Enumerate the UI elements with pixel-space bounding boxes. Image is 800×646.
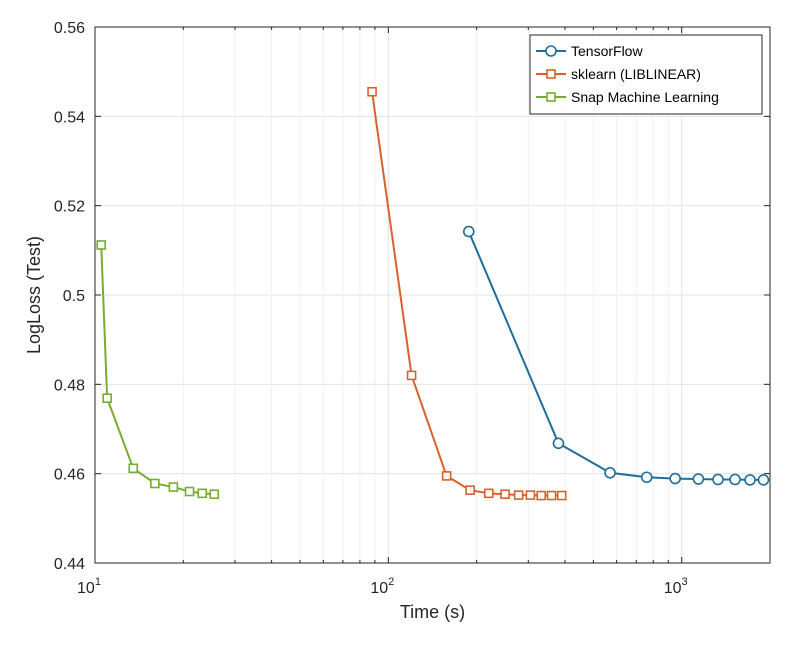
data-point (441, 471, 452, 481)
legend-label: TensorFlow (571, 43, 643, 59)
data-point (640, 471, 653, 484)
data-point (483, 488, 494, 499)
x-tick-label-base: 10 (370, 580, 388, 597)
legend-item: TensorFlow (536, 43, 643, 59)
series-0 (462, 225, 770, 486)
series-line (467, 231, 764, 481)
data-point (128, 463, 139, 474)
y-axis-label: LogLoss (Test) (24, 236, 44, 354)
data-point (712, 473, 724, 486)
x-tick-label-base: 10 (77, 580, 95, 597)
y-tick-label: 0.48 (54, 377, 85, 394)
data-point (102, 393, 112, 403)
x-tick-label: 103 (664, 576, 688, 597)
data-point (513, 490, 524, 500)
data-point (729, 473, 741, 486)
x-axis-label: Time (s) (400, 602, 465, 622)
x-tick-label-exponent: 1 (95, 576, 101, 588)
series-1 (367, 86, 567, 501)
data-point (546, 490, 557, 501)
x-tick-label: 101 (77, 576, 101, 597)
data-point (209, 489, 220, 500)
x-tick-label-base: 10 (664, 580, 682, 597)
x-tick-label: 102 (370, 576, 394, 597)
x-tick-label-exponent: 3 (682, 576, 688, 588)
data-point (552, 437, 565, 450)
legend-item: Snap Machine Learning (536, 89, 719, 105)
legend: TensorFlow sklearn (LIBLINEAR) Snap Machin… (529, 34, 763, 115)
data-point (197, 488, 208, 499)
data-point (96, 240, 107, 250)
data-point (525, 490, 536, 500)
data-point (556, 490, 567, 501)
data-point (757, 474, 770, 486)
data-point (536, 490, 547, 501)
y-tick-label: 0.5 (63, 288, 85, 305)
data-point (150, 478, 160, 489)
legend-marker (545, 45, 557, 57)
legend-label: sklearn (LIBLINEAR) (571, 66, 701, 82)
legend-item: sklearn (LIBLINEAR) (536, 66, 701, 82)
legend-marker (546, 69, 556, 79)
y-tick-label: 0.54 (54, 109, 85, 126)
data-point (367, 86, 377, 97)
y-tick-label: 0.52 (54, 199, 85, 216)
y-tick-label: 0.44 (54, 556, 85, 573)
data-point (500, 489, 510, 500)
x-tick-label-exponent: 2 (388, 576, 394, 588)
data-point (604, 466, 616, 479)
data-point (184, 486, 195, 497)
legend-label: Snap Machine Learning (571, 89, 719, 105)
data-point (669, 472, 681, 485)
legend-marker (546, 92, 556, 102)
data-point (465, 485, 475, 495)
data-point (692, 473, 705, 485)
legend-box (529, 34, 763, 115)
y-tick-label: 0.46 (54, 467, 85, 484)
data-point (462, 225, 475, 238)
series-2 (96, 240, 220, 500)
ticks (94, 26, 771, 564)
data-point (406, 370, 417, 381)
y-tick-label: 0.56 (54, 20, 85, 37)
data-point (168, 482, 179, 492)
series-layer (96, 86, 770, 501)
data-point (744, 474, 756, 486)
